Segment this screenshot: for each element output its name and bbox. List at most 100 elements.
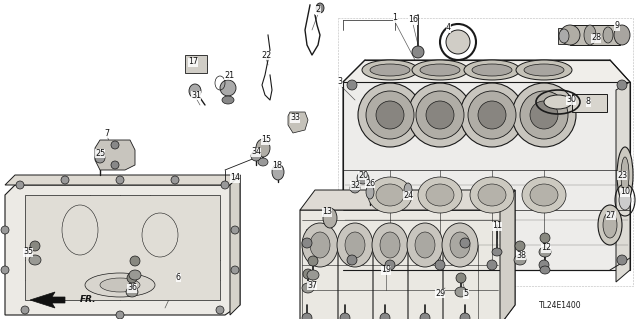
Ellipse shape	[308, 256, 318, 266]
Ellipse shape	[522, 177, 566, 213]
Ellipse shape	[85, 273, 155, 297]
Ellipse shape	[358, 83, 422, 147]
Ellipse shape	[347, 255, 357, 265]
Ellipse shape	[442, 223, 478, 267]
Polygon shape	[500, 190, 515, 319]
Ellipse shape	[1, 266, 9, 274]
Ellipse shape	[544, 95, 572, 109]
Ellipse shape	[420, 313, 430, 319]
Ellipse shape	[116, 176, 124, 184]
Ellipse shape	[530, 101, 558, 129]
Ellipse shape	[450, 232, 470, 258]
Ellipse shape	[130, 256, 140, 266]
Ellipse shape	[512, 83, 576, 147]
Text: 31: 31	[191, 91, 201, 100]
Ellipse shape	[323, 208, 337, 228]
Text: 3: 3	[337, 78, 342, 86]
Ellipse shape	[29, 255, 41, 265]
Ellipse shape	[559, 29, 569, 43]
Text: 20: 20	[358, 170, 368, 180]
Ellipse shape	[455, 287, 467, 297]
Ellipse shape	[21, 306, 29, 314]
Ellipse shape	[340, 313, 350, 319]
Text: 5: 5	[463, 290, 468, 299]
Ellipse shape	[619, 190, 631, 210]
Ellipse shape	[302, 223, 338, 267]
Ellipse shape	[418, 177, 462, 213]
Text: 7: 7	[104, 129, 109, 137]
Ellipse shape	[460, 83, 524, 147]
Ellipse shape	[376, 101, 404, 129]
Bar	[558, 28, 570, 44]
Ellipse shape	[603, 27, 613, 43]
Ellipse shape	[272, 164, 284, 180]
Ellipse shape	[614, 25, 630, 45]
Ellipse shape	[468, 91, 516, 139]
Ellipse shape	[516, 60, 572, 80]
Ellipse shape	[412, 60, 468, 80]
Polygon shape	[288, 112, 308, 133]
Ellipse shape	[515, 241, 525, 251]
Ellipse shape	[492, 248, 502, 256]
Ellipse shape	[256, 139, 270, 157]
Ellipse shape	[617, 147, 633, 203]
Polygon shape	[300, 190, 515, 210]
Ellipse shape	[189, 84, 201, 98]
Text: 30: 30	[566, 95, 576, 105]
Polygon shape	[5, 175, 240, 185]
Ellipse shape	[460, 313, 470, 319]
Text: 32: 32	[350, 181, 360, 189]
Ellipse shape	[231, 266, 239, 274]
Ellipse shape	[446, 30, 470, 54]
Ellipse shape	[530, 184, 558, 206]
Ellipse shape	[617, 80, 627, 90]
Ellipse shape	[221, 181, 229, 189]
Ellipse shape	[362, 60, 418, 80]
Ellipse shape	[357, 172, 369, 184]
Ellipse shape	[514, 255, 526, 265]
Ellipse shape	[539, 247, 551, 257]
Text: 4: 4	[445, 24, 451, 33]
Text: 25: 25	[95, 149, 105, 158]
Ellipse shape	[16, 181, 24, 189]
Polygon shape	[230, 175, 240, 315]
Text: 12: 12	[541, 243, 551, 253]
Text: 23: 23	[617, 170, 627, 180]
Polygon shape	[616, 82, 630, 282]
Polygon shape	[95, 140, 135, 170]
Ellipse shape	[222, 96, 234, 104]
Polygon shape	[30, 292, 65, 308]
Ellipse shape	[621, 157, 629, 193]
Ellipse shape	[420, 64, 460, 76]
Text: 22: 22	[261, 50, 271, 60]
Ellipse shape	[216, 306, 224, 314]
Text: 36: 36	[127, 284, 137, 293]
Ellipse shape	[584, 25, 596, 45]
Ellipse shape	[376, 184, 404, 206]
Ellipse shape	[520, 91, 568, 139]
Ellipse shape	[404, 183, 412, 197]
Ellipse shape	[416, 91, 464, 139]
Polygon shape	[343, 60, 630, 270]
Text: 33: 33	[290, 114, 300, 122]
Text: 9: 9	[614, 21, 620, 31]
Ellipse shape	[302, 238, 312, 248]
Ellipse shape	[350, 183, 360, 193]
Bar	[338, 18, 633, 286]
Text: 6: 6	[175, 272, 180, 281]
Bar	[185, 55, 207, 73]
Ellipse shape	[95, 153, 105, 163]
Ellipse shape	[61, 176, 69, 184]
Ellipse shape	[116, 311, 124, 319]
Text: 14: 14	[230, 174, 240, 182]
Ellipse shape	[372, 223, 408, 267]
Ellipse shape	[345, 232, 365, 258]
Ellipse shape	[310, 232, 330, 258]
Text: 17: 17	[188, 57, 198, 66]
Ellipse shape	[127, 273, 137, 283]
Ellipse shape	[111, 161, 119, 169]
Ellipse shape	[380, 232, 400, 258]
Ellipse shape	[126, 287, 138, 297]
Ellipse shape	[366, 91, 414, 139]
Text: 24: 24	[403, 190, 413, 199]
